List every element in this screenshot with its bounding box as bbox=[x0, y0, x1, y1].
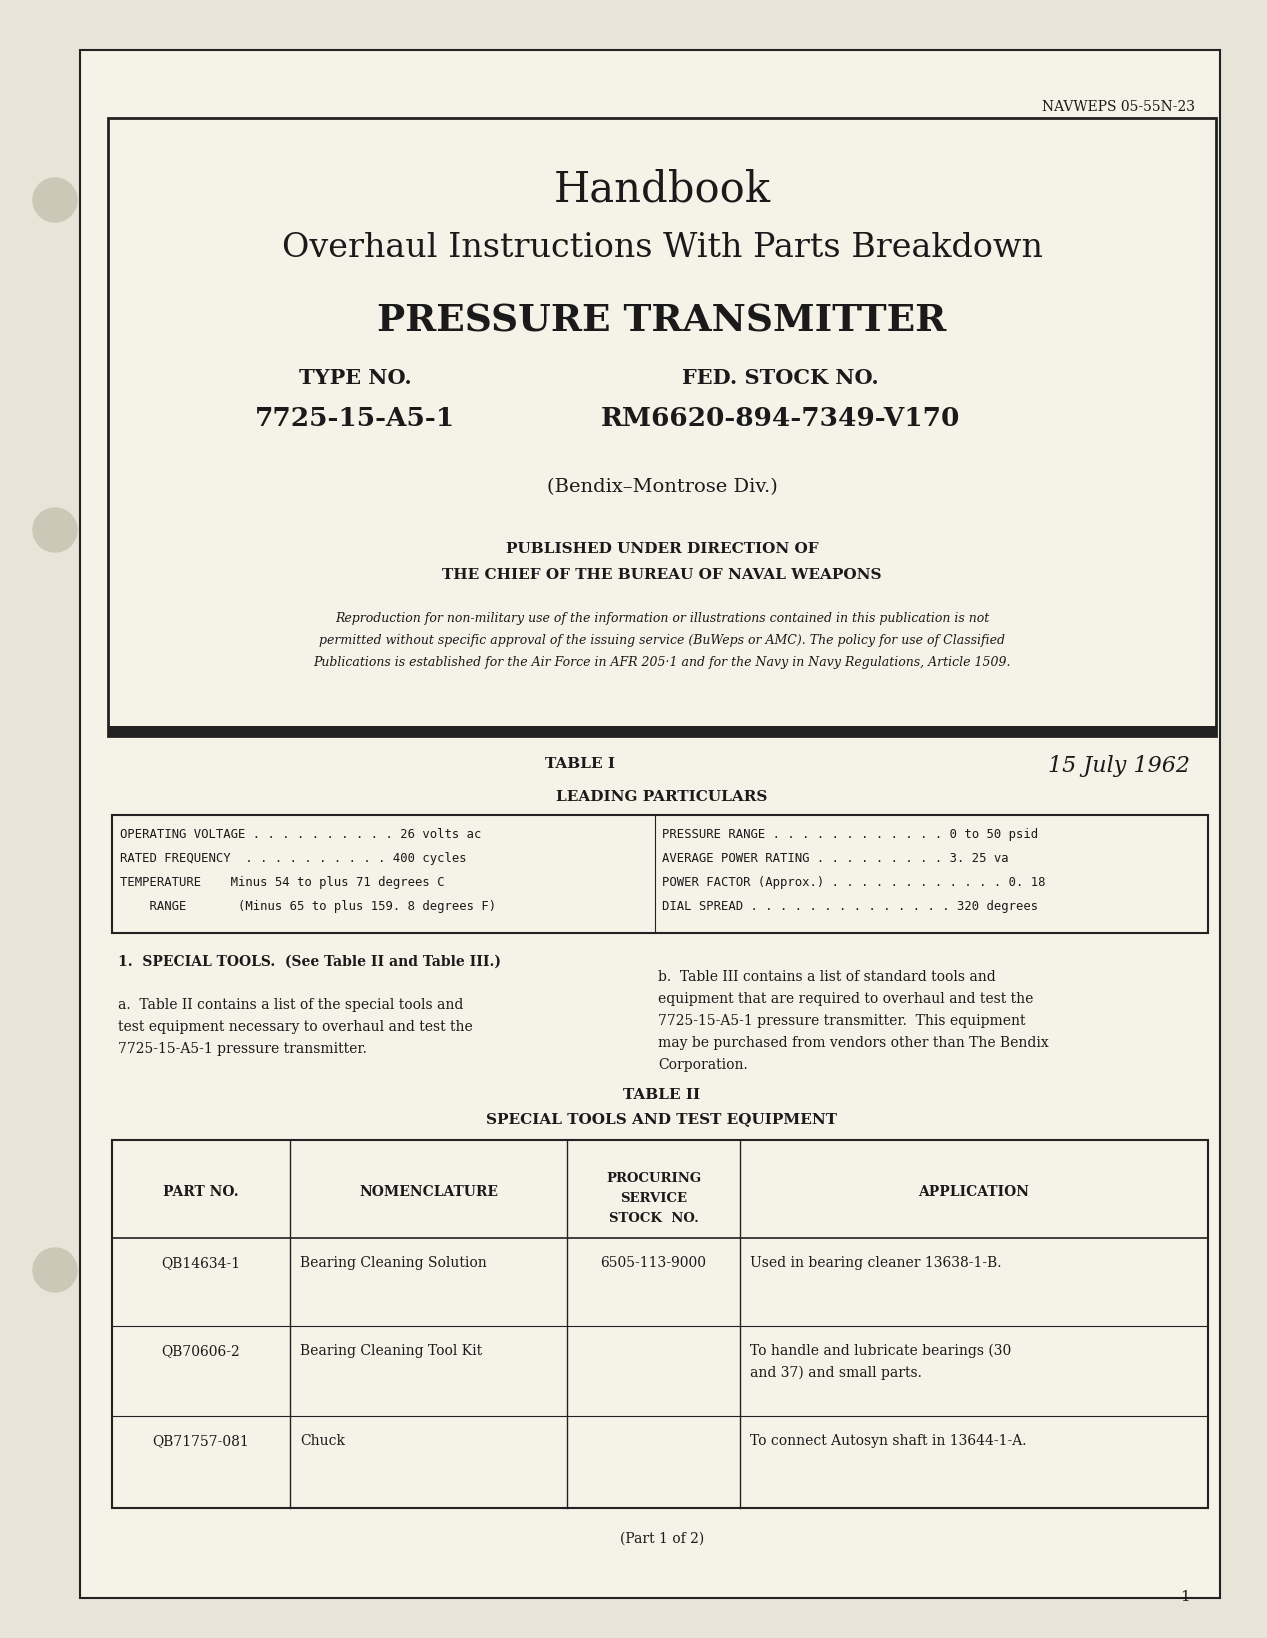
Text: TYPE NO.: TYPE NO. bbox=[299, 369, 412, 388]
Text: 7725-15-A5-1: 7725-15-A5-1 bbox=[255, 406, 455, 431]
Text: Handbook: Handbook bbox=[554, 169, 770, 210]
Text: LEADING PARTICULARS: LEADING PARTICULARS bbox=[556, 790, 768, 804]
Text: 15 July 1962: 15 July 1962 bbox=[1048, 755, 1190, 776]
Text: Reproduction for non-military use of the information or illustrations contained : Reproduction for non-military use of the… bbox=[334, 613, 990, 626]
Bar bbox=[108, 726, 1216, 737]
Text: APPLICATION: APPLICATION bbox=[919, 1184, 1030, 1199]
Text: TABLE I: TABLE I bbox=[545, 757, 614, 771]
Text: QB71757-081: QB71757-081 bbox=[152, 1433, 250, 1448]
Text: AVERAGE POWER RATING . . . . . . . . . 3. 25 va: AVERAGE POWER RATING . . . . . . . . . 3… bbox=[661, 852, 1009, 865]
Text: (Part 1 of 2): (Part 1 of 2) bbox=[620, 1532, 704, 1546]
Text: PRESSURE TRANSMITTER: PRESSURE TRANSMITTER bbox=[378, 301, 946, 339]
Text: 7725-15-A5-1 pressure transmitter.: 7725-15-A5-1 pressure transmitter. bbox=[118, 1042, 367, 1057]
Text: DIAL SPREAD . . . . . . . . . . . . . . 320 degrees: DIAL SPREAD . . . . . . . . . . . . . . … bbox=[661, 899, 1038, 912]
Bar bbox=[111, 1140, 1207, 1509]
Text: RM6620-894-7349-V170: RM6620-894-7349-V170 bbox=[601, 406, 959, 431]
Text: TABLE II: TABLE II bbox=[623, 1088, 701, 1102]
Circle shape bbox=[33, 1248, 77, 1292]
Text: Used in bearing cleaner 13638-1-B.: Used in bearing cleaner 13638-1-B. bbox=[750, 1256, 1001, 1269]
Text: OPERATING VOLTAGE . . . . . . . . . . 26 volts ac: OPERATING VOLTAGE . . . . . . . . . . 26… bbox=[120, 827, 481, 840]
Bar bbox=[80, 51, 1220, 1599]
Text: PART NO.: PART NO. bbox=[163, 1184, 238, 1199]
Text: (Bendix–Montrose Div.): (Bendix–Montrose Div.) bbox=[546, 478, 778, 496]
Text: NOMENCLATURE: NOMENCLATURE bbox=[359, 1184, 498, 1199]
Text: To handle and lubricate bearings (30: To handle and lubricate bearings (30 bbox=[750, 1345, 1011, 1358]
Text: 7725-15-A5-1 pressure transmitter.  This equipment: 7725-15-A5-1 pressure transmitter. This … bbox=[658, 1014, 1025, 1029]
Text: STOCK  NO.: STOCK NO. bbox=[608, 1212, 698, 1225]
Text: b.  Table III contains a list of standard tools and: b. Table III contains a list of standard… bbox=[658, 970, 996, 984]
Text: may be purchased from vendors other than The Bendix: may be purchased from vendors other than… bbox=[658, 1035, 1049, 1050]
Text: RANGE       (Minus 65 to plus 159. 8 degrees F): RANGE (Minus 65 to plus 159. 8 degrees F… bbox=[120, 899, 497, 912]
Text: and 37) and small parts.: and 37) and small parts. bbox=[750, 1366, 922, 1381]
Text: a.  Table II contains a list of the special tools and: a. Table II contains a list of the speci… bbox=[118, 998, 464, 1012]
Text: PUBLISHED UNDER DIRECTION OF: PUBLISHED UNDER DIRECTION OF bbox=[506, 542, 818, 555]
Text: THE CHIEF OF THE BUREAU OF NAVAL WEAPONS: THE CHIEF OF THE BUREAU OF NAVAL WEAPONS bbox=[442, 568, 882, 581]
Text: 1: 1 bbox=[1181, 1590, 1190, 1604]
Text: 6505-113-9000: 6505-113-9000 bbox=[601, 1256, 707, 1269]
Text: QB14634-1: QB14634-1 bbox=[161, 1256, 241, 1269]
Text: Overhaul Instructions With Parts Breakdown: Overhaul Instructions With Parts Breakdo… bbox=[281, 233, 1043, 264]
Text: permitted without specific approval of the issuing service (BuWeps or AMC). The : permitted without specific approval of t… bbox=[319, 634, 1005, 647]
Text: Chuck: Chuck bbox=[300, 1433, 345, 1448]
Text: NAVWEPS 05-55N-23: NAVWEPS 05-55N-23 bbox=[1041, 100, 1195, 115]
Text: 1.  SPECIAL TOOLS.  (See Table II and Table III.): 1. SPECIAL TOOLS. (See Table II and Tabl… bbox=[118, 955, 500, 970]
Circle shape bbox=[33, 508, 77, 552]
Text: Publications is established for the Air Force in AFR 205·1 and for the Navy in N: Publications is established for the Air … bbox=[313, 655, 1011, 668]
Text: Corporation.: Corporation. bbox=[658, 1058, 748, 1071]
Text: POWER FACTOR (Approx.) . . . . . . . . . . . . 0. 18: POWER FACTOR (Approx.) . . . . . . . . .… bbox=[661, 876, 1045, 889]
Text: PRESSURE RANGE . . . . . . . . . . . . 0 to 50 psid: PRESSURE RANGE . . . . . . . . . . . . 0… bbox=[661, 827, 1038, 840]
Text: SPECIAL TOOLS AND TEST EQUIPMENT: SPECIAL TOOLS AND TEST EQUIPMENT bbox=[487, 1112, 837, 1125]
Circle shape bbox=[33, 179, 77, 223]
Text: RATED FREQUENCY  . . . . . . . . . . 400 cycles: RATED FREQUENCY . . . . . . . . . . 400 … bbox=[120, 852, 466, 865]
Text: test equipment necessary to overhaul and test the: test equipment necessary to overhaul and… bbox=[118, 1020, 473, 1034]
Text: Bearing Cleaning Solution: Bearing Cleaning Solution bbox=[300, 1256, 487, 1269]
Text: equipment that are required to overhaul and test the: equipment that are required to overhaul … bbox=[658, 993, 1034, 1006]
Text: PROCURING: PROCURING bbox=[606, 1173, 701, 1184]
Text: QB70606-2: QB70606-2 bbox=[162, 1345, 241, 1358]
Text: TEMPERATURE    Minus 54 to plus 71 degrees C: TEMPERATURE Minus 54 to plus 71 degrees … bbox=[120, 876, 445, 889]
Text: SERVICE: SERVICE bbox=[620, 1192, 687, 1206]
Text: FED. STOCK NO.: FED. STOCK NO. bbox=[682, 369, 878, 388]
Bar bbox=[111, 816, 1207, 934]
Text: To connect Autosyn shaft in 13644-1-A.: To connect Autosyn shaft in 13644-1-A. bbox=[750, 1433, 1026, 1448]
Text: Bearing Cleaning Tool Kit: Bearing Cleaning Tool Kit bbox=[300, 1345, 483, 1358]
Bar bbox=[108, 118, 1216, 735]
